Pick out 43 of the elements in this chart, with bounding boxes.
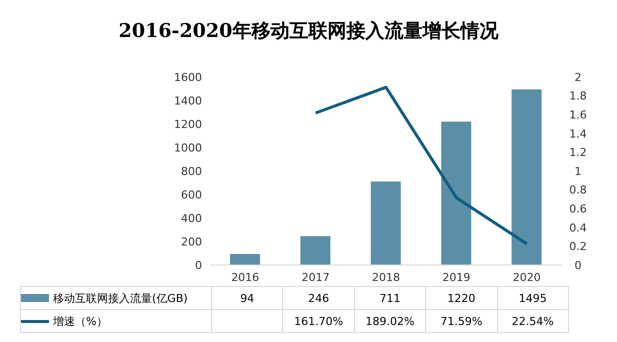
y-tick-label: 1600 (174, 70, 202, 84)
y-tick-label: 600 (181, 188, 202, 202)
y-tick-label: 400 (181, 212, 202, 225)
y2-tick-label: 0 (574, 258, 582, 272)
y2-tick-label: 1.4 (569, 127, 587, 140)
x-tick-label: 2020 (512, 270, 541, 284)
y2-tick-label: 1.2 (569, 146, 587, 160)
bar (441, 122, 472, 265)
legend-label: 移动互联网接入流量(亿GB) (20, 286, 212, 310)
x-tick-label: 2016 (231, 270, 260, 284)
x-tick-label: 2019 (442, 270, 470, 284)
y2-tick-label: 1 (574, 164, 582, 178)
data-label: 1220 (426, 286, 498, 310)
chart-title: 2016-2020年移动互联网接入流量增长情况 (118, 19, 500, 44)
data-label: 1495 (497, 286, 568, 310)
data-label: 71.59% (426, 310, 498, 332)
data-label: 189.02% (354, 310, 426, 332)
y-tick-label: 1400 (174, 94, 202, 108)
x-tick-label: 2018 (372, 270, 400, 284)
line-series (314, 86, 528, 246)
y2-tick-label: 0.4 (569, 221, 587, 234)
legend-label: 增速（%） (20, 310, 212, 332)
y2-tick-label: 2 (574, 70, 582, 84)
y-tick-label: 1000 (174, 141, 202, 154)
y2-tick-label: 1.8 (569, 90, 587, 103)
data-label: 246 (282, 286, 354, 310)
x-tick-label: 2017 (302, 270, 330, 284)
y2-tick-label: 0.8 (569, 184, 587, 197)
y2-tick-label: 1.6 (569, 108, 587, 122)
y-tick-label: 200 (181, 235, 202, 248)
bar (230, 254, 260, 265)
data-label: 22.54% (497, 310, 568, 332)
y-tick-label: 0 (195, 258, 202, 272)
data-label: 94 (212, 286, 283, 310)
data-label: 161.70% (282, 310, 354, 332)
y2-tick-label: 0.6 (569, 202, 587, 216)
bar (300, 236, 330, 265)
bar (512, 89, 542, 265)
y2-tick-label: 0.2 (569, 240, 587, 254)
bar (370, 181, 401, 265)
y-tick-label: 1200 (174, 118, 202, 131)
y-tick-label: 800 (181, 164, 202, 178)
data-label: 711 (354, 286, 426, 310)
